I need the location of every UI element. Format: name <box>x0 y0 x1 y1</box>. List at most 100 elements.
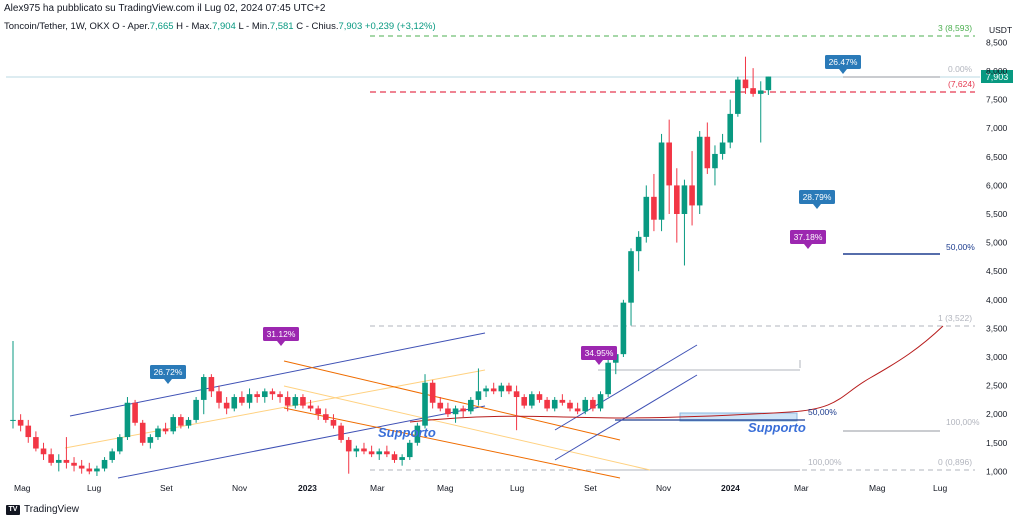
support-label: Supporto <box>748 420 806 435</box>
trend-label: 34.95% <box>585 348 614 358</box>
x-tick-label: Mag <box>869 483 886 493</box>
trend-callout <box>150 365 186 379</box>
candle-body <box>658 142 665 220</box>
candle-body <box>422 382 428 426</box>
candle-body <box>86 468 93 472</box>
trend-callout-pointer <box>839 69 847 74</box>
candles <box>10 56 772 476</box>
fib-level-label: (7,624) <box>948 79 975 89</box>
x-tick-label: Mar <box>794 483 809 493</box>
candle-body <box>521 397 528 406</box>
candle-body <box>452 408 459 415</box>
trend-callout <box>263 327 299 341</box>
publisher-line: Alex975 ha pubblicato su TradingView.com… <box>4 3 326 14</box>
x-tick-label: Lug <box>510 483 524 493</box>
x-tick-label: Mag <box>14 483 31 493</box>
trend-callout <box>790 230 826 244</box>
trend-label: 26.72% <box>154 367 183 377</box>
candle-body <box>559 399 566 403</box>
high-label: H - Max. <box>176 21 213 32</box>
candle-body <box>582 399 589 412</box>
last-price-badge <box>981 70 1013 83</box>
candle-body <box>315 408 321 415</box>
candle-body <box>231 397 238 409</box>
y-tick-label: 6,000 <box>986 180 1008 190</box>
candle-body <box>345 439 352 452</box>
candle-body <box>727 113 734 143</box>
y-tick-label: 8,000 <box>986 66 1008 76</box>
candle-body <box>132 402 138 423</box>
candle-body <box>468 399 474 412</box>
candle-body <box>689 185 695 206</box>
trend-label: 37.18% <box>794 232 823 242</box>
candle-body <box>628 251 634 303</box>
y-tick-label: 4,000 <box>986 295 1008 305</box>
open-label: O - Aper. <box>112 21 150 32</box>
fib-level-label: 1 (3,522) <box>938 313 972 323</box>
candle-body <box>170 417 177 432</box>
candle-body <box>63 459 70 463</box>
candle-body <box>178 417 184 426</box>
candle-body <box>536 394 543 400</box>
fib-level-label: 100,00% <box>808 457 842 467</box>
candle-body <box>712 153 718 169</box>
candle-body <box>666 142 672 186</box>
candle-body <box>651 196 657 220</box>
orange-channel-upper <box>283 360 621 441</box>
candle-body <box>284 397 291 406</box>
y-unit-label: USDT <box>989 25 1012 35</box>
candle-body <box>674 185 680 214</box>
trend-callout <box>825 55 861 69</box>
y-tick-label: 2,500 <box>986 381 1008 391</box>
candle-body <box>162 428 169 432</box>
candle-body <box>750 88 756 94</box>
brand-label[interactable]: TradingView <box>24 504 80 515</box>
candle-body <box>101 459 108 469</box>
moving-average-line <box>409 325 944 423</box>
candle-body <box>330 419 337 426</box>
candle-body <box>40 448 47 455</box>
candle-body <box>223 402 230 409</box>
trend-callout-pointer <box>813 204 821 209</box>
candle-body <box>124 402 131 438</box>
candle-body <box>78 465 85 469</box>
candle-body <box>529 394 535 406</box>
candle-body <box>277 394 283 398</box>
x-tick-label: Mag <box>437 483 454 493</box>
candle-body <box>376 451 383 455</box>
x-tick-label: 2023 <box>298 483 317 493</box>
trend-label: 28.79% <box>803 192 832 202</box>
fib-level-label: 100,00% <box>946 417 980 427</box>
orange-channel-lower <box>283 407 621 479</box>
candle-body <box>17 419 24 426</box>
symbol-label[interactable]: Toncoin/Tether, 1W, OKX <box>4 21 110 32</box>
candle-body <box>33 437 39 449</box>
y-tick-label: 7,500 <box>986 95 1008 105</box>
blue-channel2-upper <box>554 344 698 431</box>
candle-body <box>475 391 482 400</box>
candle-body <box>155 428 161 438</box>
candle-body <box>742 79 749 89</box>
fib-level-label: 3 (8,593) <box>938 23 972 33</box>
candle-body <box>246 394 253 403</box>
y-tick-label: 8,500 <box>986 37 1008 47</box>
trend-callout-pointer <box>164 379 172 384</box>
candle-body <box>48 454 54 463</box>
candle-body <box>300 397 306 406</box>
candle-body <box>590 399 596 409</box>
trend-callout-pointer <box>595 360 603 365</box>
trend-callout-pointer <box>277 341 285 346</box>
candle-body <box>147 437 154 443</box>
candle-body <box>643 196 650 237</box>
candle-body <box>567 402 573 409</box>
candle-body <box>361 448 367 452</box>
candle-body <box>117 437 123 452</box>
y-tick-label: 1,500 <box>986 438 1008 448</box>
candle-body <box>353 448 360 452</box>
close-label: C - Chius. <box>296 21 339 32</box>
candle-body <box>498 385 505 392</box>
candle-body <box>437 402 444 409</box>
candle-body <box>406 442 413 458</box>
fib-level-label: 50,00% <box>946 242 975 252</box>
